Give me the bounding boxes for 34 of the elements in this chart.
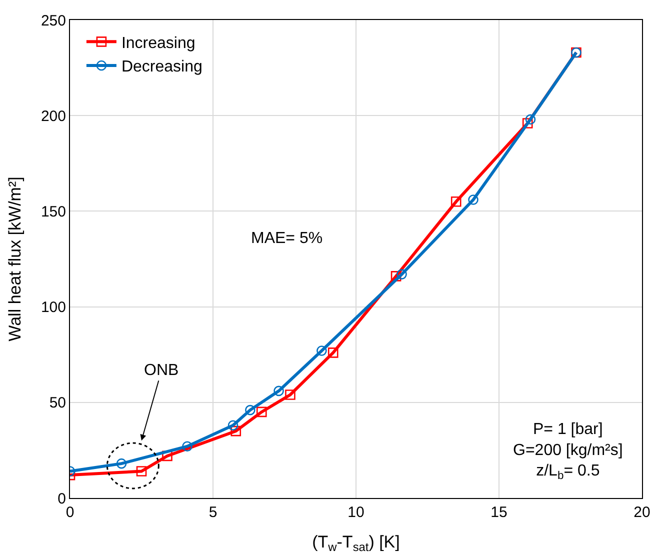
x-tick-label: 20 <box>634 504 650 521</box>
annotation: MAE= 5% <box>251 230 323 247</box>
y-tick-label: 50 <box>49 394 66 412</box>
point <box>396 269 407 280</box>
annotation: ONB <box>144 362 179 379</box>
point <box>468 194 478 205</box>
y-tick-label: 100 <box>40 299 66 316</box>
point <box>116 458 127 469</box>
point <box>256 406 267 418</box>
y-tick-label: 150 <box>40 203 66 220</box>
annotation: P= 1 [bar] G=200 [kg/m²s] z/L$_{b}$= 0.5 <box>513 421 623 482</box>
y-tick-label: 0 <box>58 490 66 508</box>
x-tick-label: 15 <box>490 504 508 521</box>
point <box>390 271 402 282</box>
y-axis-title: Wall heat flux [kW/m²] <box>6 176 25 342</box>
y-tick-label: 200 <box>40 108 66 125</box>
point <box>285 390 296 400</box>
point <box>228 420 238 430</box>
point <box>136 466 147 476</box>
point <box>245 404 256 416</box>
point <box>450 196 462 207</box>
point <box>182 441 192 452</box>
legend-label: Increasing <box>121 34 196 52</box>
x-tick-label: 10 <box>348 504 364 521</box>
point <box>522 118 533 128</box>
x-axis-title: (T$_{w}$-T$_{sat}$) [K] <box>312 532 400 554</box>
point <box>525 114 536 125</box>
y-tick-label: 250 <box>40 12 66 30</box>
point <box>328 348 338 358</box>
x-tick-label: 5 <box>208 504 218 521</box>
point <box>316 346 327 356</box>
point <box>274 386 284 396</box>
legend-label: Decreasing <box>121 58 202 76</box>
point <box>230 426 242 436</box>
